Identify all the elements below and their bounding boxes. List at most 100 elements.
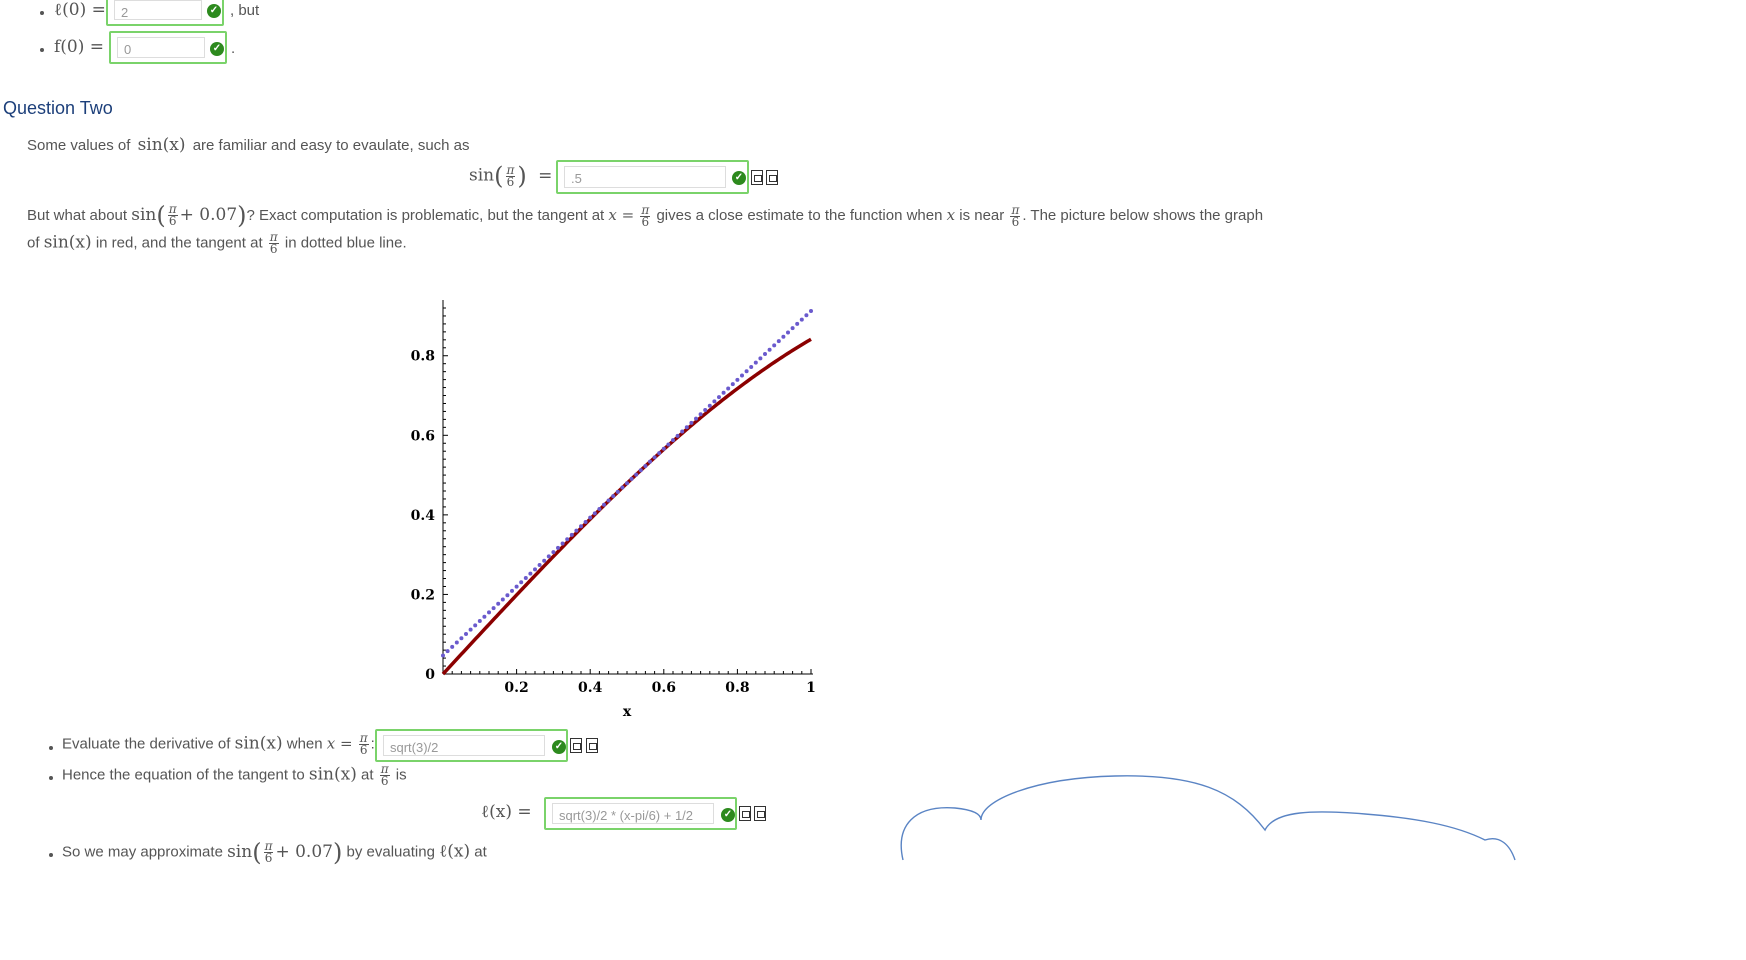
tangent-math: sin(x): [308, 764, 357, 785]
tangent-eq-answer-input[interactable]: sqrt(3)/2 * (x-pi/6) + 1/2: [552, 803, 714, 824]
derivative-answer-input[interactable]: sqrt(3)/2: [383, 735, 545, 756]
approximate-text3: at: [474, 843, 487, 861]
approximate-text2: by evaluating: [346, 843, 435, 861]
tangent-dot: [712, 399, 717, 404]
para2-math-x2: x: [946, 206, 956, 224]
tangent-dot: [519, 580, 524, 585]
tangent-dot: [542, 558, 547, 563]
tangent-dot: [767, 347, 772, 352]
y-tick-label: 0.8: [411, 349, 435, 365]
derivative-text2: when: [286, 735, 323, 753]
para2-text3: gives a close estimate to the function w…: [656, 207, 943, 224]
tangent-dot: [671, 438, 675, 443]
x-tick-label: 0.8: [725, 680, 749, 696]
para2-math-sinx: sin(x): [43, 232, 92, 253]
derivative-math2: x =: [326, 734, 353, 753]
f0-label: f(0) =: [54, 37, 105, 57]
tangent-dot: [491, 606, 496, 611]
intro-text: Some values of: [27, 137, 131, 154]
preview-icon[interactable]: [739, 806, 751, 821]
tangent-dot: [652, 455, 657, 460]
derivative-line: Evaluate the derivative of sin(x) when x…: [62, 731, 375, 757]
tangent-dot: [772, 343, 777, 348]
tangent-dot: [675, 433, 680, 438]
tangent-dot: [588, 515, 593, 520]
tangent-dot: [473, 623, 478, 628]
l0-label: ℓ(0) =: [54, 0, 106, 20]
tangent-dot: [726, 386, 731, 391]
derivative-answer-box: sqrt(3)/2 ✓: [375, 729, 568, 762]
tangent-dot: [597, 507, 602, 512]
intro-text2: are familiar and easy to evaulate, such …: [192, 137, 470, 154]
f0-answer-box: 0 ✓: [109, 31, 227, 64]
intro-line: Some values of sin(x) are familiar and e…: [27, 135, 470, 155]
approximate-text: So we may approximate: [62, 843, 223, 861]
tangent-dot: [657, 451, 662, 456]
tangent-dot: [781, 334, 786, 339]
x-axis-label: x: [623, 704, 632, 720]
l0-answer-input[interactable]: 2: [114, 0, 202, 20]
tangent-dot: [477, 619, 482, 624]
tangent-dot: [445, 649, 450, 654]
tangent-dot: [666, 442, 671, 447]
tangent-dot: [464, 631, 468, 636]
x-tick-label: 0.2: [504, 680, 528, 696]
preview-icon[interactable]: [751, 170, 763, 185]
tangent-dot: [510, 588, 514, 593]
tangent-dot: [707, 403, 712, 408]
tangent-dot: [565, 537, 570, 542]
tangent-dot: [496, 601, 501, 606]
tangent-dot: [556, 545, 560, 550]
syntax-icon[interactable]: [766, 170, 778, 185]
sin-pi6-answer-box: .5 ✓: [556, 160, 749, 194]
tangent-dot: [602, 502, 606, 507]
derivative-math: sin(x): [234, 733, 283, 754]
tangent-dot: [721, 390, 726, 395]
tangent-dot: [523, 575, 528, 580]
x-tick-label: 0.6: [652, 680, 676, 696]
tangent-dot: [698, 412, 703, 417]
tangent-dot: [450, 644, 455, 649]
preview-icon[interactable]: [570, 738, 582, 753]
tangent-dot: [459, 636, 464, 641]
para2-text1: But what about: [27, 207, 128, 224]
tangent-dot: [505, 593, 510, 598]
question-two-heading: Question Two: [3, 98, 113, 118]
tangent-dot: [514, 584, 519, 589]
syntax-icon[interactable]: [754, 806, 766, 821]
tangent-dot: [740, 373, 744, 378]
tangent-dot: [625, 481, 629, 486]
bullet: [49, 776, 53, 780]
y-tick-label: 0.6: [411, 428, 435, 444]
tangent-dot: [694, 416, 698, 421]
tangent-dot: [684, 425, 689, 430]
para2-math-x: x =: [608, 206, 635, 224]
y-tick-label: 0.2: [411, 587, 435, 603]
tangent-dot: [468, 627, 473, 632]
tangent-dot: [574, 528, 579, 533]
tangent-dot: [790, 326, 795, 331]
l0-suffix: , but: [230, 2, 260, 19]
f0-answer-input[interactable]: 0: [117, 37, 205, 58]
sin-curve: [441, 337, 812, 676]
para2-text5: . The picture below shows the graph: [1022, 207, 1264, 224]
x-tick-label: 0.4: [578, 680, 603, 696]
tangent-dot: [648, 459, 652, 464]
tangent-dot: [804, 313, 809, 318]
sin-pi6-answer-input[interactable]: .5: [564, 166, 726, 188]
tangent-dot: [809, 308, 813, 313]
sin-pi6-expression: sin(π 6) =: [469, 162, 553, 190]
bullet: [49, 853, 53, 857]
check-circle-icon: ✓: [732, 171, 746, 185]
tangent-eq-label: ℓ(x) =: [481, 802, 532, 822]
check-circle-icon: ✓: [552, 740, 566, 754]
tangent-dot: [744, 369, 749, 374]
bullet: [40, 11, 44, 15]
approximate-math3: ℓ(x): [439, 841, 471, 862]
tangent-dot: [795, 321, 800, 326]
tangent-line-dots: [441, 308, 813, 658]
syntax-icon[interactable]: [586, 738, 598, 753]
tangent-dot: [579, 524, 583, 529]
